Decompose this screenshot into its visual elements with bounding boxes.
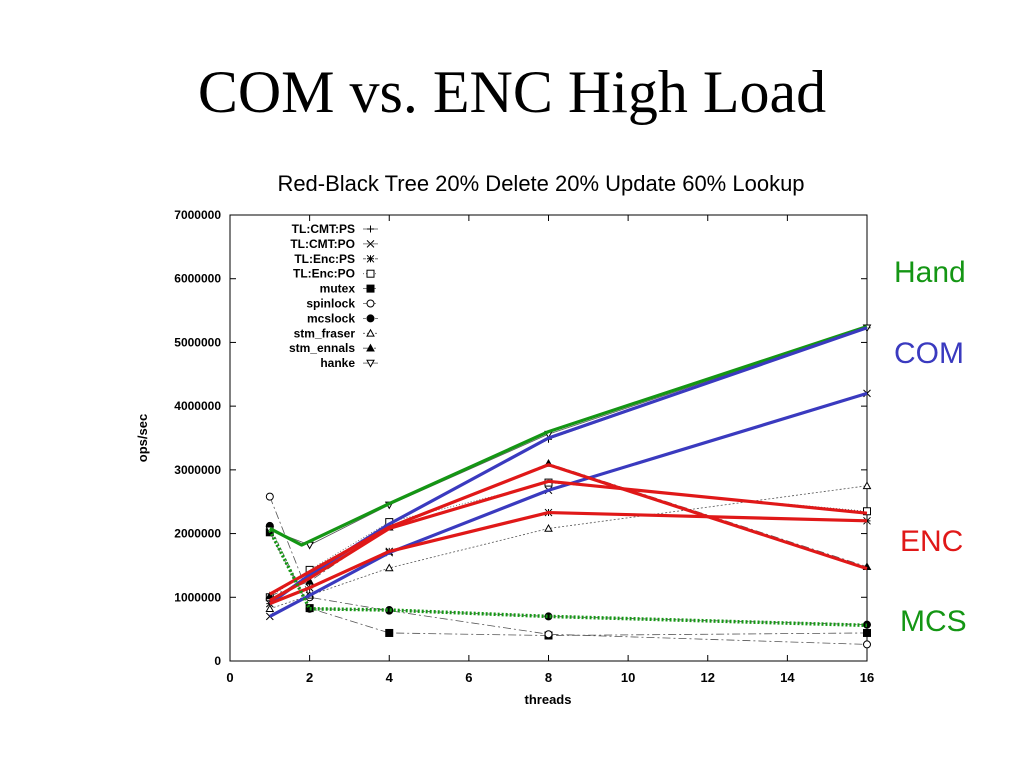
legend-marker bbox=[366, 343, 375, 352]
y-tick-label: 1000000 bbox=[174, 590, 221, 604]
data-point bbox=[544, 630, 553, 639]
x-tick-label: 6 bbox=[465, 670, 472, 685]
data-point bbox=[862, 481, 872, 490]
legend-marker bbox=[366, 299, 375, 308]
axis-ticks: 0 2 4 6 8 10 12 14 16 0 1000000 2000000 3000000 40000… bbox=[174, 208, 874, 685]
legend-marker bbox=[366, 328, 375, 337]
data-point bbox=[863, 516, 871, 525]
legend-marker bbox=[367, 225, 374, 233]
y-tick-label: 6000000 bbox=[174, 272, 221, 286]
legend-label: spinlock bbox=[306, 297, 355, 311]
x-tick-label: 16 bbox=[860, 670, 874, 685]
x-tick-label: 10 bbox=[621, 670, 635, 685]
legend-label: TL:CMT:PS bbox=[292, 222, 355, 236]
legend-marker bbox=[366, 359, 375, 368]
legend-label: TL:CMT:PO bbox=[290, 237, 355, 251]
x-tick-label: 14 bbox=[780, 670, 795, 685]
series-8 bbox=[265, 458, 872, 600]
series-lines bbox=[265, 324, 872, 649]
data-point bbox=[863, 628, 871, 637]
data-point bbox=[305, 576, 314, 585]
data-point bbox=[863, 640, 871, 649]
data-point bbox=[544, 523, 553, 532]
legend-marker bbox=[366, 284, 375, 293]
y-tick-label: 4000000 bbox=[174, 399, 221, 413]
x-tick-label: 2 bbox=[306, 670, 313, 685]
data-point bbox=[265, 492, 274, 501]
y-tick-label: 3000000 bbox=[174, 463, 221, 477]
x-tick-label: 0 bbox=[226, 670, 233, 685]
x-tick-label: 8 bbox=[545, 670, 552, 685]
slide-title: COM vs. ENC High Load bbox=[197, 59, 827, 125]
legend-marker bbox=[366, 269, 375, 278]
hand-label: Hand bbox=[894, 256, 966, 289]
y-tick-label: 5000000 bbox=[174, 335, 221, 349]
overlay-line-mcs bbox=[268, 529, 868, 628]
legend-marker bbox=[366, 254, 375, 263]
enc-label: ENC bbox=[900, 525, 964, 558]
data-point bbox=[384, 563, 394, 572]
legend-label: stm_fraser bbox=[294, 326, 356, 340]
series-line bbox=[269, 532, 868, 636]
data-point bbox=[385, 628, 394, 637]
y-tick-label: 0 bbox=[214, 654, 221, 668]
overlay-line-enc bbox=[269, 510, 868, 606]
overlay-line-com bbox=[268, 326, 868, 605]
com-label: COM bbox=[894, 337, 964, 370]
x-axis-label: threads bbox=[525, 692, 572, 707]
legend-label: hanke bbox=[320, 356, 355, 370]
y-tick-label: 2000000 bbox=[174, 527, 221, 541]
series-line bbox=[269, 512, 868, 605]
x-tick-label: 12 bbox=[701, 670, 715, 685]
data-point bbox=[265, 604, 275, 613]
legend-label: mutex bbox=[320, 282, 356, 296]
overlay-line-hand bbox=[269, 324, 868, 547]
legend-label: stm_ennals bbox=[289, 341, 355, 355]
chart-title: Red-Black Tree 20% Delete 20% Update 60%… bbox=[277, 171, 804, 196]
mcs-label: MCS bbox=[900, 605, 967, 638]
legend-marker bbox=[366, 314, 375, 323]
y-tick-label: 7000000 bbox=[174, 208, 221, 222]
series-2 bbox=[265, 508, 871, 608]
series-line bbox=[269, 327, 868, 601]
legend-marker bbox=[366, 240, 375, 248]
x-tick-label: 4 bbox=[386, 670, 394, 685]
overlay-lines bbox=[268, 324, 868, 628]
legend: TL:CMT:PSTL:CMT:POTL:Enc:PSTL:Enc:POmute… bbox=[289, 222, 378, 370]
legend-label: TL:Enc:PO bbox=[293, 267, 355, 281]
series-6 bbox=[265, 521, 871, 629]
legend-label: TL:Enc:PS bbox=[294, 252, 355, 266]
legend-label: mcslock bbox=[307, 311, 355, 325]
series-0 bbox=[266, 324, 871, 604]
y-axis-label: ops/sec bbox=[135, 414, 150, 462]
